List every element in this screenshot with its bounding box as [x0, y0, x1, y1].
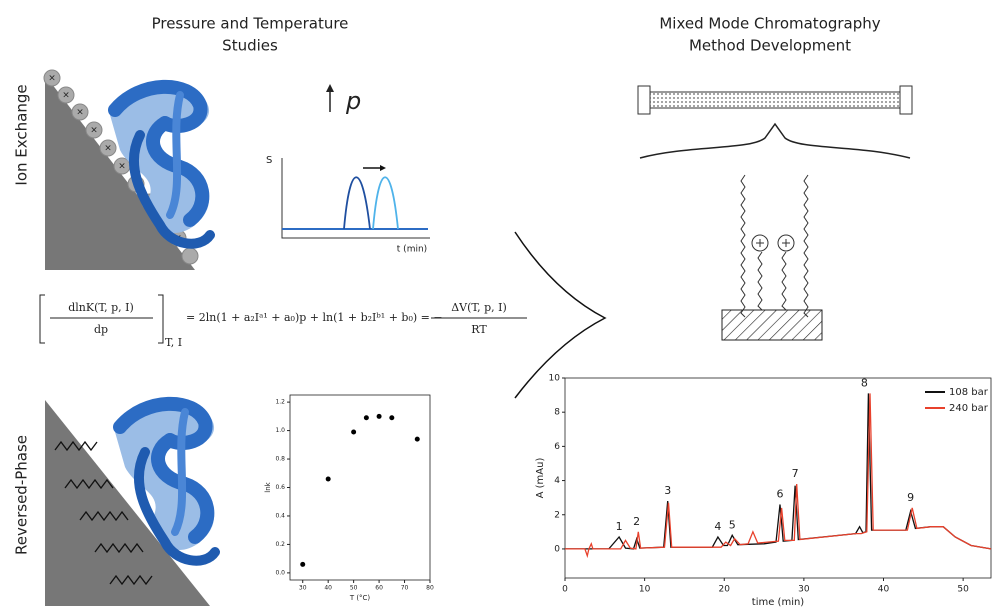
merge-bracket [514, 231, 607, 399]
x-tick-label: 40 [324, 585, 332, 592]
x-tick-label: 20 [719, 585, 731, 595]
x-tick-label: 30 [299, 585, 307, 592]
equation-denominator: RT [471, 323, 487, 336]
series-line [565, 393, 992, 550]
peak-label: 7 [792, 467, 799, 480]
x-tick-label: 10 [639, 585, 651, 595]
column [637, 85, 913, 115]
data-point [414, 436, 420, 442]
peak-label: 1 [616, 520, 623, 533]
equation-numerator: dlnK(T, p, I) [68, 301, 134, 314]
data-point [376, 413, 382, 419]
x-tick-label: 0 [562, 585, 568, 595]
x-tick-label: 80 [426, 585, 434, 592]
x-tick-label: 30 [798, 585, 810, 595]
svg-text:×: × [48, 74, 56, 84]
x-tick-label: 50 [957, 585, 969, 595]
ion-exchange-label: Ion Exchange [13, 84, 31, 185]
y-tick-label: 8 [554, 408, 560, 418]
y-tick-label: 0.8 [275, 456, 285, 463]
y-tick-label: 10 [549, 374, 561, 384]
data-point [300, 561, 306, 567]
reversed-phase-label: Reversed-Phase [13, 435, 31, 555]
peak-label: 2 [633, 515, 640, 528]
data-point [351, 429, 357, 435]
svg-text:×: × [104, 144, 112, 154]
brace [639, 122, 911, 159]
equation-numerator: ΔV(T, p, I) [451, 301, 507, 314]
svg-text:×: × [90, 126, 98, 136]
legend-label: 240 bar [949, 403, 989, 414]
peak-label: 9 [907, 491, 914, 504]
x-tick-label: 40 [878, 585, 890, 595]
svg-text:×: × [62, 91, 70, 101]
x-axis-label: T (°C) [349, 594, 371, 602]
stationary-phase [721, 174, 823, 341]
svg-text:×: × [118, 162, 126, 172]
y-tick-label: 6 [554, 442, 560, 452]
pressure-symbol: p [345, 87, 361, 115]
right-title: Mixed Mode Chromatography [659, 15, 880, 33]
peak-label: 3 [664, 484, 671, 497]
y-tick-label: 2 [554, 510, 560, 520]
arrow-head [326, 84, 334, 92]
peak-label: 5 [729, 518, 736, 531]
equation-middle: = 2ln(1 + a₂Iᵃ¹ + a₀)p + ln(1 + b₂Iᵇ¹ + … [186, 311, 443, 324]
schematic-y-label: S [266, 155, 272, 166]
plot-frame [564, 377, 992, 579]
y-tick-label: 0 [554, 544, 560, 554]
y-axis-label: lnk [264, 481, 272, 492]
schematic-chart [281, 158, 430, 239]
equation-denominator: dp [94, 323, 108, 336]
y-tick-label: 0.2 [275, 541, 285, 548]
x-tick-label: 70 [401, 585, 409, 592]
peak-label: 4 [714, 520, 721, 533]
x-tick-label: 60 [375, 585, 383, 592]
legend-label: 108 bar [949, 387, 989, 398]
y-tick-label: 0.4 [275, 512, 285, 519]
right-title: Method Development [689, 37, 851, 55]
x-axis-label: time (min) [752, 597, 805, 608]
peak-label: 8 [861, 376, 868, 389]
y-tick-label: 0.6 [275, 484, 285, 491]
left-title: Pressure and Temperature [152, 15, 349, 33]
equation [39, 294, 527, 344]
peak-label: 6 [776, 487, 783, 500]
data-point [363, 415, 369, 421]
schematic-x-label: t (min) [397, 245, 427, 255]
y-tick-label: 1.0 [275, 427, 285, 434]
data-point [389, 415, 395, 421]
svg-text:×: × [76, 108, 84, 118]
y-axis-label: A (mAu) [535, 458, 546, 499]
left-title: Studies [222, 37, 278, 55]
y-tick-label: 1.2 [275, 399, 285, 406]
alkyl-chains [54, 440, 153, 586]
y-tick-label: 0.0 [275, 569, 285, 576]
x-tick-label: 50 [350, 585, 358, 592]
equation-subscript: T, I [165, 336, 182, 349]
series-line [565, 393, 992, 559]
plot-frame [289, 394, 431, 581]
data-point [325, 476, 331, 482]
y-tick-label: 4 [554, 476, 560, 486]
